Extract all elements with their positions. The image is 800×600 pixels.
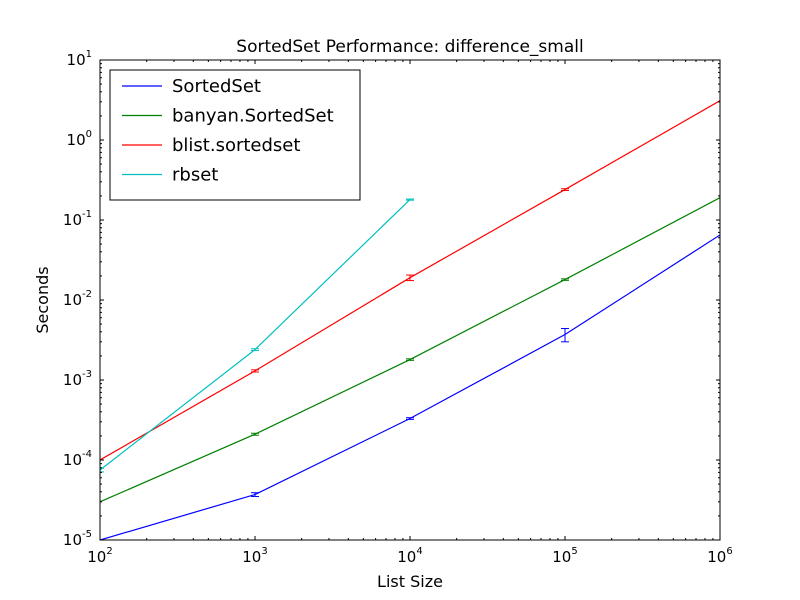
error-bar — [561, 278, 569, 281]
error-bar — [406, 417, 414, 420]
y-tick-base: 10 — [63, 211, 82, 229]
axis-ticks — [99, 59, 721, 541]
error-bar — [561, 188, 569, 191]
legend-item: SortedSet — [122, 76, 261, 97]
y-tick-label: 10-3 — [63, 369, 92, 389]
error-bar — [251, 492, 259, 497]
x-tick-exp: 6 — [726, 546, 732, 557]
error-bar — [406, 198, 414, 201]
chart-title: SortedSet Performance: difference_small — [236, 37, 583, 57]
y-tick-base: 10 — [63, 451, 82, 469]
y-tick-exp: -1 — [82, 209, 92, 220]
error-bar — [251, 348, 259, 351]
legend-label: banyan.SortedSet — [172, 106, 334, 127]
y-tick-label: 10-5 — [63, 529, 92, 549]
error-bar — [561, 328, 569, 343]
x-tick-base: 10 — [87, 548, 106, 566]
x-tick-base: 10 — [397, 548, 416, 566]
y-tick-exp: 0 — [86, 129, 92, 140]
x-tick-label: 104 — [397, 546, 422, 566]
error-bar — [100, 467, 104, 473]
error-bar — [406, 274, 414, 282]
y-axis-label: Seconds — [33, 266, 52, 333]
x-tick-exp: 4 — [416, 546, 422, 557]
legend-label: blist.sortedset — [172, 135, 300, 156]
error-bar — [251, 369, 259, 373]
y-tick-label: 10-4 — [63, 449, 92, 469]
y-tick-label: 10-2 — [63, 289, 92, 309]
x-tick-label: 106 — [707, 546, 732, 566]
legend: SortedSet banyan.SortedSet blist.sortedset… — [109, 69, 361, 201]
y-tick-label: 10-1 — [63, 209, 92, 229]
x-tick-exp: 2 — [106, 546, 112, 557]
x-tick-label: 102 — [87, 546, 112, 566]
x-tick-base: 10 — [707, 548, 726, 566]
plot-area — [100, 100, 720, 540]
y-tick-base: 10 — [63, 291, 82, 309]
y-tick-base: 10 — [63, 371, 82, 389]
legend-box — [109, 69, 361, 201]
legend-label: SortedSet — [172, 76, 261, 97]
x-tick-label: 103 — [242, 546, 267, 566]
x-tick-exp: 5 — [571, 546, 577, 557]
x-axis-label: List Size — [377, 572, 443, 591]
y-tick-base: 10 — [67, 51, 86, 69]
legend-item: blist.sortedset — [122, 135, 300, 156]
error-bar — [406, 358, 414, 361]
legend-item: rbset — [122, 165, 218, 186]
y-tick-base: 10 — [67, 131, 86, 149]
y-tick-base: 10 — [63, 531, 82, 549]
x-tick-label: 105 — [552, 546, 577, 566]
y-tick-exp: -5 — [82, 529, 92, 540]
y-tick-exp: 1 — [86, 49, 92, 60]
legend-label: rbset — [172, 165, 218, 186]
x-tick-exp: 3 — [261, 546, 267, 557]
x-tick-base: 10 — [552, 548, 571, 566]
x-tick-base: 10 — [242, 548, 261, 566]
legend-item: banyan.SortedSet — [122, 106, 334, 127]
error-bar — [251, 432, 259, 436]
x-tick-labels: 102 103 104 105 106 — [87, 546, 732, 566]
y-tick-exp: -4 — [82, 449, 92, 460]
y-tick-exp: -3 — [82, 369, 92, 380]
y-tick-label: 100 — [67, 129, 92, 149]
y-tick-exp: -2 — [82, 289, 92, 300]
y-tick-label: 101 — [67, 49, 92, 69]
